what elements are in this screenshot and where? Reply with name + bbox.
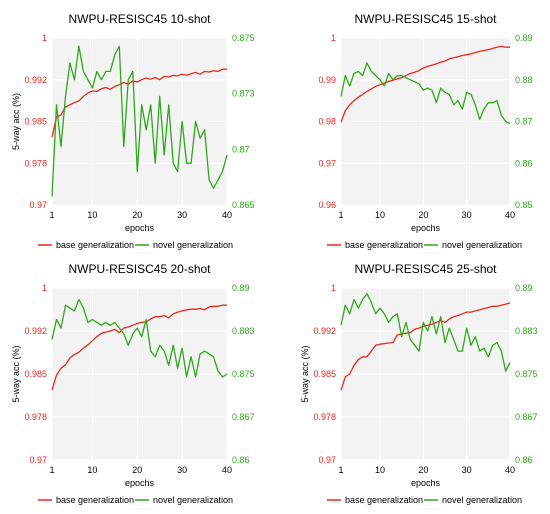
x-tick-label: 10 (375, 465, 385, 475)
left-y-tick-label: 1 (331, 283, 336, 293)
chart-title: NWPU-RESISC45 10-shot (68, 12, 211, 26)
right-y-tick-label: 0.87 (232, 144, 250, 154)
x-tick-label: 1 (338, 465, 343, 475)
x-tick-label: 20 (418, 210, 428, 220)
x-tick-label: 10 (87, 210, 97, 220)
x-tick-label: 20 (418, 465, 428, 475)
x-axis-label: epochs (125, 478, 155, 488)
x-tick-label: 10 (87, 465, 97, 475)
right-y-tick-label: 0.85 (515, 200, 533, 210)
right-y-tick-label: 0.883 (515, 326, 538, 336)
x-tick-label: 20 (132, 465, 142, 475)
chart-1: NWPU-RESISC45 10-shot 1 10 20 30 40 epochs 0.97… (11, 12, 255, 250)
right-y-tick-label: 0.89 (515, 33, 533, 43)
legend-label: novel generalization (442, 495, 522, 505)
left-y-tick-label: 0.96 (318, 200, 336, 210)
base-generalization-line (51, 304, 227, 391)
base-generalization-line (340, 45, 510, 123)
x-tick-label: 40 (222, 210, 232, 220)
right-y-tick-label: 0.867 (515, 412, 538, 422)
x-tick-label: 1 (49, 465, 54, 475)
right-y-tick-label: 0.88 (515, 75, 533, 85)
x-tick-label: 1 (49, 210, 54, 220)
left-y-tick-label: 0.97 (318, 455, 336, 465)
right-y-tick-label: 0.867 (232, 412, 255, 422)
left-y-tick-label: 0.97 (318, 158, 336, 168)
right-y-tick-label: 0.87 (515, 117, 533, 127)
chart-4: NWPU-RESISC45 25-shot 1 10 20 30 40 epochs 0.97… (300, 262, 538, 505)
chart-title: NWPU-RESISC45 15-shot (354, 12, 497, 26)
novel-generalization-line (51, 298, 228, 378)
left-y-tick-label: 1 (42, 283, 47, 293)
novel-generalization-line (340, 62, 511, 125)
x-tick-label: 1 (338, 210, 343, 220)
chart-3: NWPU-RESISC45 20-shot 1 10 20 30 40 epochs 0.97… (11, 262, 255, 505)
left-y-tick-label: 0.97 (29, 200, 47, 210)
x-tick-label: 30 (462, 465, 472, 475)
x-tick-label: 20 (132, 210, 142, 220)
left-y-tick-label: 0.992 (24, 326, 47, 336)
y-axis-label: 5-way acc (%) (300, 345, 310, 402)
left-y-tick-label: 0.985 (24, 117, 47, 127)
legend-label: base generalization (56, 495, 134, 505)
x-tick-label: 30 (177, 210, 187, 220)
right-y-tick-label: 0.89 (232, 283, 250, 293)
right-y-tick-label: 0.883 (232, 326, 255, 336)
right-y-tick-label: 0.875 (232, 369, 255, 379)
right-y-tick-label: 0.89 (515, 283, 533, 293)
legend-label: novel generalization (153, 495, 233, 505)
chart-title: NWPU-RESISC45 20-shot (68, 262, 211, 276)
legend-label: base generalization (56, 240, 134, 250)
left-y-tick-label: 0.978 (313, 412, 336, 422)
left-y-tick-label: 0.98 (318, 117, 336, 127)
x-tick-label: 40 (505, 465, 515, 475)
left-y-tick-label: 0.97 (29, 455, 47, 465)
left-y-tick-label: 0.992 (24, 75, 47, 85)
right-y-tick-label: 0.875 (232, 33, 255, 43)
x-tick-label: 40 (222, 465, 232, 475)
left-y-tick-label: 0.978 (24, 158, 47, 168)
y-axis-label: 5-way acc (%) (11, 345, 21, 402)
left-y-tick-label: 0.992 (313, 326, 336, 336)
left-y-tick-label: 0.985 (313, 369, 336, 379)
x-tick-label: 10 (375, 210, 385, 220)
x-axis-label: epochs (125, 223, 155, 233)
legend-label: base generalization (345, 495, 423, 505)
left-y-tick-label: 1 (42, 33, 47, 43)
legend-label: novel generalization (153, 240, 233, 250)
legend-label: novel generalization (442, 240, 522, 250)
chart-2: NWPU-RESISC45 15-shot 1 10 20 30 40 epochs 0.96… (318, 12, 532, 250)
right-y-tick-label: 0.86 (515, 455, 533, 465)
novel-generalization-line (340, 293, 511, 372)
y-axis-label: 5-way acc (%) (11, 93, 21, 150)
left-y-tick-label: 0.978 (24, 412, 47, 422)
left-y-tick-label: 1 (331, 33, 336, 43)
x-axis-label: epochs (411, 478, 441, 488)
novel-generalization-line (51, 45, 228, 197)
chart-title: NWPU-RESISC45 25-shot (354, 262, 497, 276)
right-y-tick-label: 0.86 (232, 455, 250, 465)
base-generalization-line (51, 68, 227, 138)
right-y-tick-label: 0.875 (515, 369, 538, 379)
right-y-tick-label: 0.865 (232, 200, 255, 210)
right-y-tick-label: 0.86 (515, 158, 533, 168)
x-tick-label: 30 (462, 210, 472, 220)
x-tick-label: 40 (505, 210, 515, 220)
x-axis-label: epochs (411, 223, 441, 233)
right-y-tick-label: 0.873 (232, 89, 255, 99)
x-tick-label: 30 (177, 465, 187, 475)
legend-label: base generalization (345, 240, 423, 250)
left-y-tick-label: 0.985 (24, 369, 47, 379)
left-y-tick-label: 0.99 (318, 75, 336, 85)
